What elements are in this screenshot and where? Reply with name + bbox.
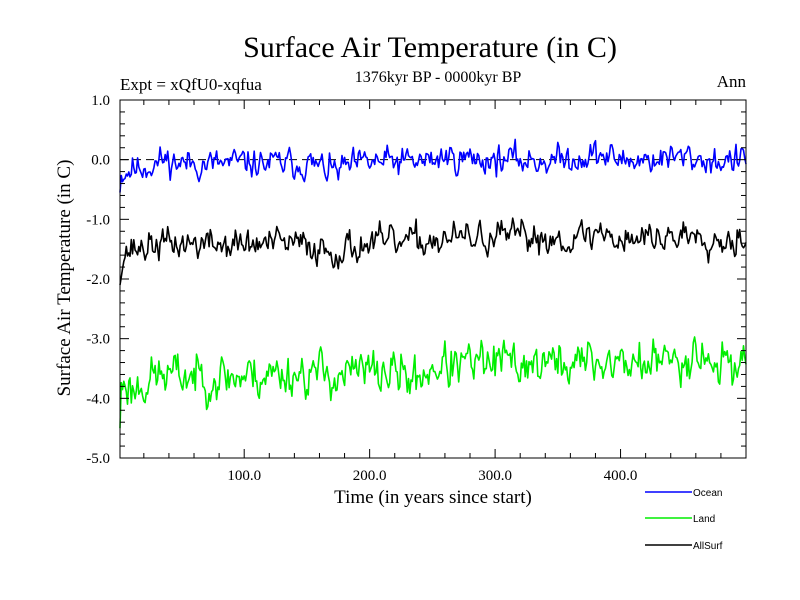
- legend-label-land: Land: [693, 514, 715, 525]
- period-label: Ann: [717, 72, 747, 91]
- legend: Ocean Land AllSurf: [645, 488, 723, 552]
- series-line-ocean: [119, 138, 747, 193]
- x-tick-label: 400.0: [604, 468, 638, 484]
- legend-label-ocean: Ocean: [693, 488, 722, 499]
- y-tick-label: -2.0: [86, 272, 110, 288]
- chart-title: Surface Air Temperature (in C): [243, 31, 617, 64]
- axes-layer: 100.0 200.0 300.0 400.0 1.0 0.0 -1.0 -2.0 -3.0 -4…: [86, 93, 747, 484]
- legend-label-allsurf: AllSurf: [693, 541, 723, 552]
- x-axis-label: Time (in years since start): [334, 487, 532, 508]
- series-line-land: [119, 336, 747, 429]
- y-axis-label: Surface Air Temperature (in C): [54, 160, 75, 397]
- y-tick-label: 1.0: [91, 93, 110, 109]
- chart-subtitle: 1376kyr BP - 0000kyr BP: [355, 69, 522, 86]
- plot-frame: [119, 99, 747, 459]
- y-tick-label: -5.0: [86, 451, 110, 467]
- x-tick-label: 300.0: [478, 468, 512, 484]
- series-line-allsurf: [119, 217, 747, 286]
- y-tick-label: 0.0: [91, 153, 110, 169]
- y-tick-label: -4.0: [86, 391, 110, 407]
- expt-label: Expt = xQfU0-xqfua: [120, 75, 262, 94]
- y-tick-label: -1.0: [86, 212, 110, 228]
- y-tick-label: -3.0: [86, 332, 110, 348]
- x-tick-label: 200.0: [353, 468, 387, 484]
- series-layer: [119, 138, 747, 429]
- x-tick-label: 100.0: [227, 468, 261, 484]
